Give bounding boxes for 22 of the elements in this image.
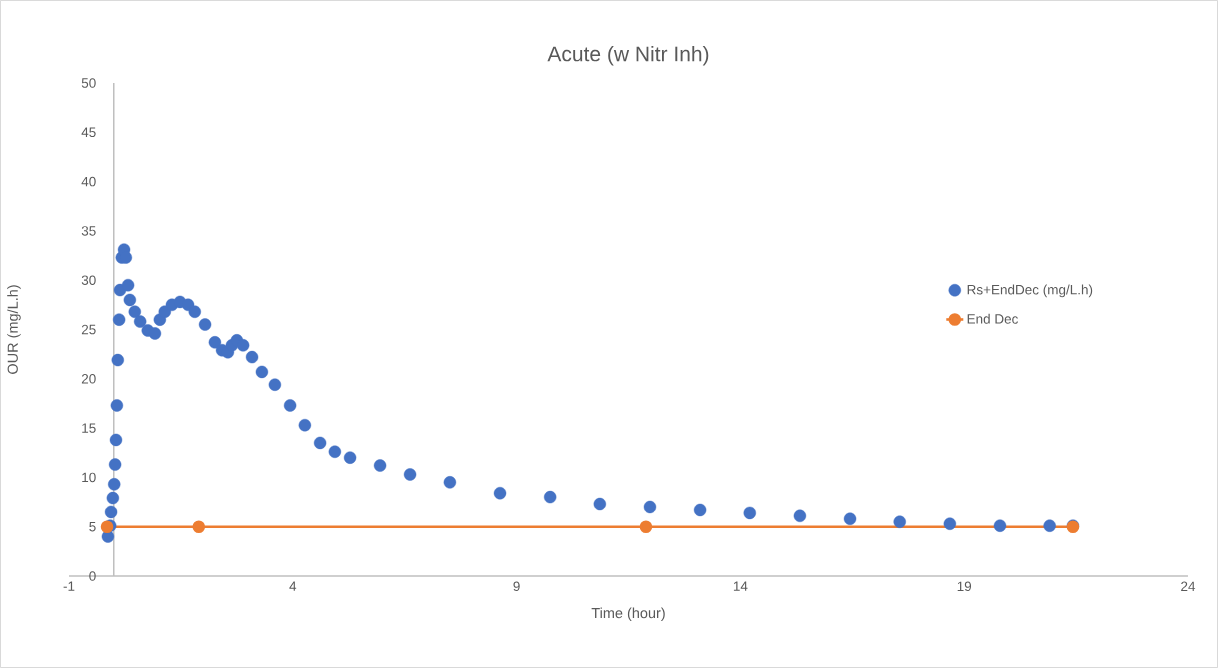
y-tick-label: 10 <box>82 472 96 483</box>
x-tick-label: 4 <box>289 581 297 591</box>
y-tick-label: 0 <box>89 571 96 581</box>
x-tick-label: -1 <box>63 581 75 591</box>
y-tick-label: 5 <box>89 522 96 532</box>
y-tick-label: 50 <box>81 78 96 88</box>
y-tick-label: 40 <box>81 176 96 187</box>
x-tick-label: 24 <box>1181 581 1196 591</box>
y-tick-label: 30 <box>81 275 96 285</box>
y-tick-label: 20 <box>81 374 96 384</box>
y-axis-title: OUR (mg/L.h) <box>7 285 21 374</box>
y-tick-label: 25 <box>81 324 96 335</box>
y-tick-label: 45 <box>81 127 96 137</box>
y-tick-label: 15 <box>82 423 96 433</box>
x-tick-label: 14 <box>733 581 748 591</box>
y-tick-label: 35 <box>81 226 96 236</box>
x-axis-title: Time (hour) <box>591 607 665 622</box>
x-tick-label: 19 <box>957 581 972 592</box>
legend-label: End Dec <box>967 313 1018 324</box>
x-tick-label: 9 <box>513 581 520 592</box>
legend-label: Rs+EndDec (mg/L.h) <box>967 284 1093 298</box>
chart-title: Acute (w Nitr Inh) <box>547 45 709 66</box>
